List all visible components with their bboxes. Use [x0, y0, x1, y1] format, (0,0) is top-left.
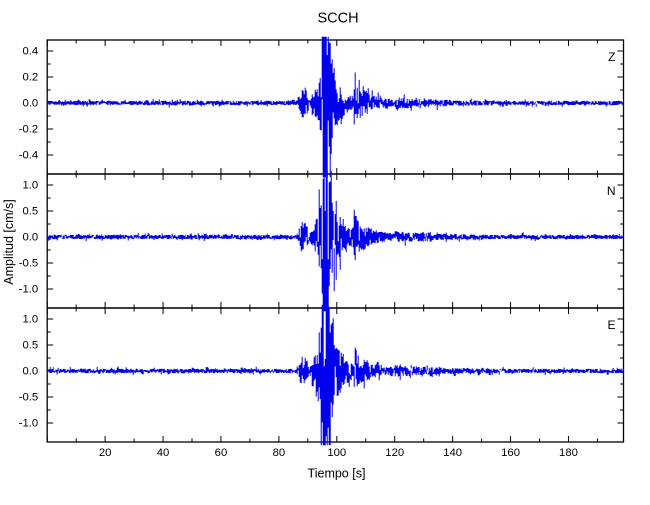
svg-text:160: 160	[501, 447, 520, 459]
svg-text:180: 180	[559, 447, 578, 459]
svg-text:-1.0: -1.0	[19, 284, 38, 296]
svg-text:0.2: 0.2	[22, 72, 38, 84]
svg-text:-0.2: -0.2	[19, 124, 38, 136]
svg-text:120: 120	[385, 447, 404, 459]
svg-text:20: 20	[99, 447, 112, 459]
svg-text:-0.5: -0.5	[19, 392, 38, 404]
svg-text:0.0: 0.0	[22, 232, 38, 244]
svg-text:-0.4: -0.4	[19, 150, 38, 162]
svg-text:80: 80	[273, 447, 286, 459]
svg-text:0.5: 0.5	[22, 340, 38, 352]
svg-text:0.4: 0.4	[22, 46, 38, 58]
svg-text:-1.0: -1.0	[19, 418, 38, 430]
svg-text:Z: Z	[608, 50, 615, 64]
svg-text:40: 40	[157, 447, 170, 459]
svg-text:1.0: 1.0	[22, 314, 38, 326]
svg-text:-0.5: -0.5	[19, 258, 38, 270]
svg-text:0.5: 0.5	[22, 206, 38, 218]
svg-text:Tiempo [s]: Tiempo [s]	[308, 467, 366, 481]
svg-text:E: E	[607, 318, 615, 332]
svg-text:SCCH: SCCH	[317, 11, 358, 27]
svg-text:60: 60	[215, 447, 228, 459]
svg-text:N: N	[607, 184, 616, 198]
svg-text:0.0: 0.0	[22, 98, 38, 110]
svg-text:140: 140	[443, 447, 462, 459]
svg-text:0.0: 0.0	[22, 366, 38, 378]
svg-text:100: 100	[327, 447, 346, 459]
svg-text:Amplitud [cm/s]: Amplitud [cm/s]	[2, 199, 16, 284]
svg-text:1.0: 1.0	[22, 180, 38, 192]
